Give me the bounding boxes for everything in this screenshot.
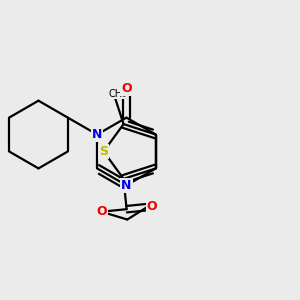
Text: S: S — [99, 145, 108, 158]
Text: O: O — [147, 200, 157, 213]
Text: N: N — [121, 179, 132, 192]
Text: O: O — [121, 82, 132, 95]
Text: N: N — [92, 128, 102, 141]
Text: CH₃: CH₃ — [109, 89, 127, 99]
Text: O: O — [96, 205, 106, 218]
